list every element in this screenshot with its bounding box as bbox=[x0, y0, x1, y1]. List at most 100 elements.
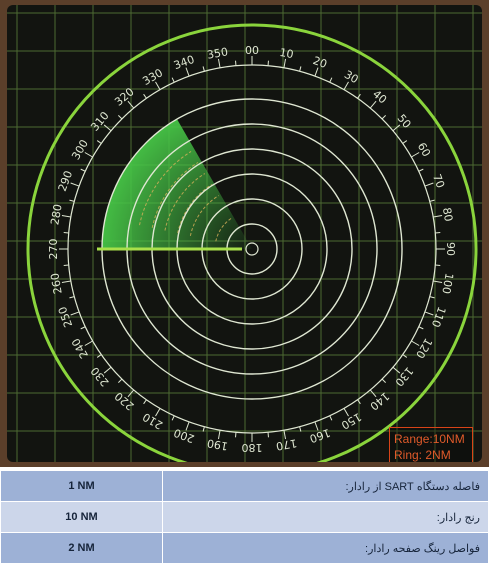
bearing-tick bbox=[392, 124, 401, 132]
bearing-tick bbox=[357, 93, 361, 99]
bearing-tick bbox=[127, 100, 135, 109]
bearing-label: 70 bbox=[430, 172, 447, 190]
bearing-tick bbox=[429, 199, 435, 202]
bearing-label: 240 bbox=[69, 336, 91, 361]
bearing-label: 350 bbox=[206, 45, 229, 61]
radar-display: 00 10203040506070809010011012013014015016… bbox=[7, 5, 482, 462]
bearing-tick bbox=[381, 378, 386, 383]
bearing-label: 280 bbox=[48, 203, 64, 226]
bearing-label: 300 bbox=[69, 137, 91, 162]
cell-label: فاصله دستگاه SART از رادار: bbox=[162, 470, 489, 502]
echo-arc bbox=[139, 151, 192, 226]
bearing-tick bbox=[369, 389, 377, 398]
bearing-tick bbox=[202, 426, 205, 432]
echo-arc bbox=[151, 162, 199, 228]
bearing-tick bbox=[69, 199, 75, 202]
bearing-tick bbox=[118, 378, 123, 383]
bearing-tick bbox=[118, 115, 123, 120]
bearing-tick bbox=[143, 93, 147, 99]
bearing-tick bbox=[402, 140, 408, 144]
bearing-tick bbox=[329, 77, 333, 83]
bearing-label: 110 bbox=[429, 305, 448, 329]
bearing-label: 260 bbox=[48, 272, 64, 295]
table-row: 1 NM فاصله دستگاه SART از رادار: bbox=[0, 470, 489, 502]
bearing-tick bbox=[143, 399, 147, 405]
bearing-tick bbox=[61, 280, 71, 284]
bearing-tick bbox=[96, 140, 102, 144]
bearing-tick bbox=[84, 152, 93, 158]
bearing-tick bbox=[127, 389, 135, 398]
ring-label: Ring: 2NM bbox=[394, 448, 451, 462]
bearing-tick bbox=[185, 67, 190, 77]
bearing-tick bbox=[96, 354, 102, 358]
bearing-label: 190 bbox=[206, 436, 229, 452]
info-table: 1 NM فاصله دستگاه SART از رادار: 10 NM ر… bbox=[0, 470, 489, 564]
bearing-tick bbox=[411, 340, 420, 346]
cell-label: فواصل رینگ صفحه رادار: bbox=[162, 532, 489, 564]
range-info-box: Range:10NM Ring: 2NM bbox=[389, 427, 473, 462]
bearing-tick bbox=[411, 152, 420, 158]
bearing-tick bbox=[103, 366, 112, 374]
bearing-label: 230 bbox=[88, 364, 111, 388]
bearing-label: 180 bbox=[242, 441, 263, 454]
bearing-tick bbox=[418, 326, 424, 330]
bearing-tick bbox=[369, 100, 377, 109]
echo-arc bbox=[177, 184, 212, 234]
bearing-label: 200 bbox=[172, 426, 196, 445]
bearing-tick bbox=[171, 415, 175, 421]
bearing-label: 130 bbox=[392, 364, 415, 388]
bearing-tick bbox=[314, 421, 319, 431]
bearing-label: 330 bbox=[140, 66, 165, 88]
bearing-tick bbox=[299, 66, 302, 72]
bearing-label: 40 bbox=[370, 87, 389, 106]
bearing-tick bbox=[155, 408, 161, 417]
bearing-tick bbox=[84, 340, 93, 346]
bearing-label: 30 bbox=[342, 68, 361, 86]
radar-screen: 00 10 20 30 40 50 60 70 80 90 100 110 120 130 140 150 16… bbox=[7, 5, 482, 462]
range-label: Range:10NM bbox=[394, 432, 465, 446]
bearing-label: 340 bbox=[172, 53, 196, 72]
bearing-tick bbox=[283, 430, 287, 440]
bearing-tick bbox=[70, 311, 80, 316]
bearing-label: 150 bbox=[339, 410, 364, 432]
bearing-label: 60 bbox=[415, 140, 433, 159]
bearing-label: 10 bbox=[278, 46, 294, 61]
bearing-tick bbox=[155, 81, 161, 90]
bearing-label: 100 bbox=[439, 272, 455, 295]
bearing-tick bbox=[343, 408, 349, 417]
bearing-tick bbox=[80, 168, 86, 172]
cell-value: 10 NM bbox=[0, 501, 163, 533]
cell-label: رنج رادار: bbox=[162, 501, 489, 533]
cell-value: 1 NM bbox=[0, 470, 163, 502]
bearing-tick bbox=[424, 311, 434, 316]
bearing-tick bbox=[329, 415, 333, 421]
bearing-label: 00 bbox=[245, 44, 259, 57]
bearing-tick bbox=[217, 430, 221, 440]
table-row: 2 NM فواصل رینگ صفحه رادار: bbox=[0, 532, 489, 564]
table-row: 10 NM رنج رادار: bbox=[0, 501, 489, 533]
bearing-tick bbox=[433, 280, 443, 284]
bearing-label: 160 bbox=[308, 426, 332, 445]
bearing-tick bbox=[299, 426, 302, 432]
bearing-tick bbox=[69, 296, 75, 299]
bearing-label: 250 bbox=[56, 305, 75, 329]
bearing-label: 170 bbox=[275, 436, 298, 452]
sweep-sector bbox=[102, 119, 252, 249]
radar-frame: 00 10 20 30 40 50 60 70 80 90 100 110 120 130 140 150 16… bbox=[0, 0, 489, 467]
bearing-tick bbox=[424, 182, 434, 187]
bearing-label: 120 bbox=[413, 336, 435, 361]
center-dot bbox=[245, 242, 259, 256]
bearing-tick bbox=[402, 354, 408, 358]
bearing-label: 210 bbox=[140, 410, 165, 432]
bearing-label: 290 bbox=[56, 169, 75, 193]
bearing-label: 270 bbox=[47, 239, 60, 260]
bearing-label: 90 bbox=[444, 242, 457, 256]
bearing-tick bbox=[357, 399, 361, 405]
echo-arc bbox=[215, 217, 233, 242]
bearing-tick bbox=[61, 214, 71, 218]
bearing-tick bbox=[418, 168, 424, 172]
echo-arc bbox=[189, 195, 219, 237]
bearing-tick bbox=[202, 66, 205, 72]
bearing-tick bbox=[314, 67, 319, 77]
bearing-tick bbox=[343, 81, 349, 90]
